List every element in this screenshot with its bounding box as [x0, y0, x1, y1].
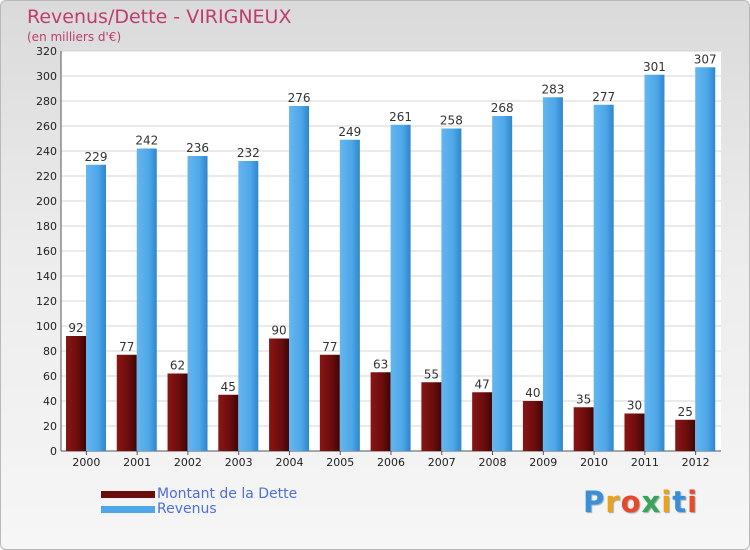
debt-value-label: 92 — [68, 321, 83, 335]
debt-value-label: 55 — [424, 367, 439, 381]
revenue-value-label: 258 — [440, 114, 463, 128]
revenue-bar — [542, 97, 563, 451]
y-tick-label: 100 — [36, 320, 57, 333]
revenue-value-label: 307 — [694, 52, 717, 66]
revenue-bar — [492, 116, 513, 451]
debt-bar — [319, 354, 340, 451]
x-tick-label: 2002 — [174, 456, 202, 469]
revenue-bar — [86, 164, 106, 451]
revenue-bar — [339, 139, 360, 451]
debt-bar — [675, 419, 696, 451]
y-tick-label: 20 — [43, 420, 57, 433]
y-tick-label: 160 — [36, 245, 57, 258]
y-tick-label: 200 — [36, 195, 57, 208]
revenue-value-label: 283 — [541, 82, 564, 96]
debt-bar — [269, 338, 290, 451]
revenue-value-label: 261 — [389, 110, 412, 124]
x-tick-label: 2001 — [123, 456, 151, 469]
x-tick-label: 2003 — [225, 456, 253, 469]
revenue-value-label: 242 — [135, 134, 158, 148]
debt-bar — [370, 372, 391, 451]
legend-label-revenue: Revenus — [157, 501, 217, 517]
debt-value-label: 62 — [170, 359, 185, 373]
x-tick-label: 2011 — [631, 456, 659, 469]
debt-bar — [573, 407, 594, 451]
debt-value-label: 45 — [221, 380, 236, 394]
debt-value-label: 47 — [475, 377, 490, 391]
revenue-bar — [593, 104, 614, 451]
debt-bar — [66, 336, 86, 451]
y-tick-label: 40 — [43, 395, 57, 408]
debt-bar — [421, 382, 442, 451]
revenue-value-label: 229 — [85, 150, 108, 164]
y-tick-label: 280 — [36, 95, 57, 108]
debt-value-label: 40 — [525, 386, 540, 400]
x-tick-label: 2009 — [529, 456, 557, 469]
revenue-value-label: 232 — [237, 146, 260, 160]
y-tick-label: 240 — [36, 145, 57, 158]
debt-value-label: 77 — [322, 340, 337, 354]
y-tick-label: 320 — [36, 45, 57, 58]
revenue-bar — [695, 67, 716, 451]
x-tick-label: 2006 — [377, 456, 405, 469]
revenue-bar — [289, 106, 310, 451]
revenue-value-label: 249 — [338, 125, 361, 139]
legend-label-debt: Montant de la Dette — [157, 486, 298, 502]
debt-bar — [116, 354, 137, 451]
x-tick-label: 2008 — [479, 456, 507, 469]
revenue-value-label: 268 — [491, 101, 514, 115]
revenue-bar — [390, 124, 411, 451]
y-tick-label: 300 — [36, 70, 57, 83]
x-tick-label: 2004 — [275, 456, 303, 469]
y-tick-label: 120 — [36, 295, 57, 308]
revenue-bar — [136, 148, 157, 451]
y-tick-label: 140 — [36, 270, 57, 283]
revenue-value-label: 276 — [288, 91, 311, 105]
legend-swatch-revenue — [101, 506, 155, 513]
x-tick-label: 2005 — [326, 456, 354, 469]
y-tick-label: 180 — [36, 220, 57, 233]
revenue-bar — [441, 128, 462, 451]
debt-value-label: 77 — [119, 340, 134, 354]
x-tick-label: 2012 — [682, 456, 710, 469]
debt-bar — [218, 394, 239, 451]
debt-bar — [167, 373, 188, 451]
revenue-bar — [187, 156, 208, 451]
revenue-bar — [238, 161, 259, 451]
y-tick-label: 220 — [36, 170, 57, 183]
debt-value-label: 90 — [271, 324, 286, 338]
x-tick-label: 2010 — [580, 456, 608, 469]
debt-value-label: 35 — [576, 392, 591, 406]
revenue-value-label: 236 — [186, 141, 209, 155]
debt-value-label: 25 — [678, 405, 693, 419]
debt-value-label: 63 — [373, 357, 388, 371]
legend-swatch-debt — [101, 491, 155, 498]
revenue-bar — [644, 74, 665, 451]
y-tick-label: 0 — [50, 445, 57, 458]
chart-title: Revenus/Dette - VIRIGNEUX — [27, 6, 292, 28]
revenue-value-label: 301 — [643, 60, 666, 74]
debt-bar — [624, 413, 645, 451]
debt-value-label: 30 — [627, 399, 642, 413]
y-tick-label: 260 — [36, 120, 57, 133]
chart-subtitle: (en milliers d'€) — [27, 30, 122, 44]
y-tick-label: 60 — [43, 370, 57, 383]
x-tick-label: 2000 — [72, 456, 100, 469]
y-tick-label: 80 — [43, 345, 57, 358]
x-tick-label: 2007 — [428, 456, 456, 469]
revenue-value-label: 277 — [592, 90, 615, 104]
proxiti-logo: Proxiti — [583, 485, 699, 519]
debt-bar — [472, 392, 493, 451]
debt-bar — [522, 401, 543, 451]
